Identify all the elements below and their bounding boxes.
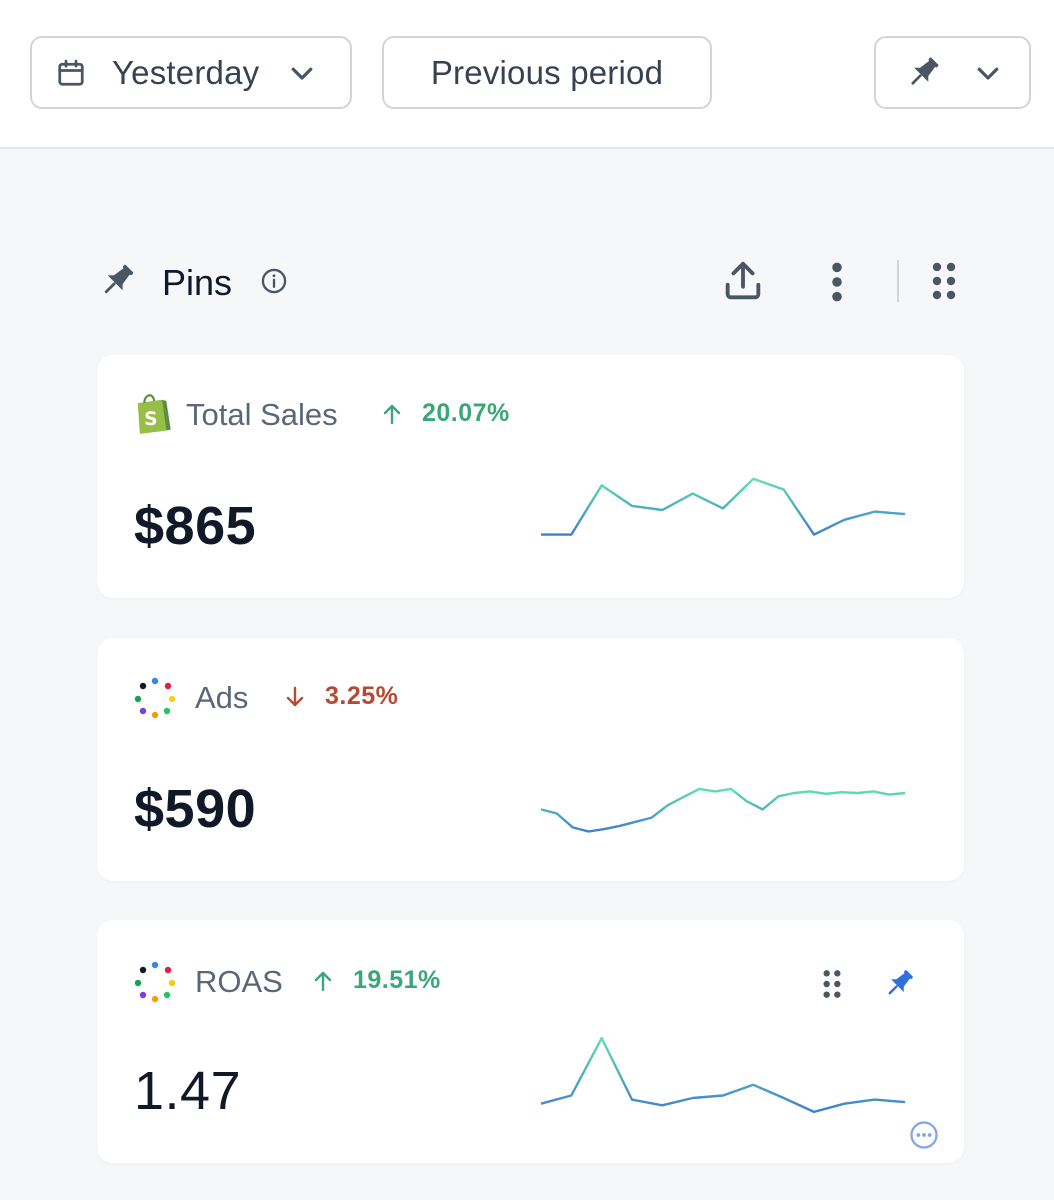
calendar-icon <box>58 59 84 86</box>
change-indicator: 19.51% <box>311 966 441 995</box>
unpin-icon[interactable] <box>881 966 917 1002</box>
more-horizontal-icon[interactable] <box>909 1120 939 1150</box>
pins-title: Pins <box>162 262 233 303</box>
change-value: 20.07% <box>422 399 510 427</box>
date-range-dropdown[interactable]: Yesterday <box>30 36 352 109</box>
info-icon[interactable] <box>260 267 288 295</box>
toolbar: Yesterday Previous period <box>0 0 1054 149</box>
sparkline-chart <box>540 1036 906 1114</box>
pin-icon <box>104 264 134 294</box>
comparison-period-label: Previous period <box>430 53 664 91</box>
sparkline-chart <box>540 787 906 833</box>
pin-menu-dropdown[interactable] <box>874 36 1031 109</box>
shopify-icon: S <box>137 394 171 434</box>
metric-card-total-sales[interactable]: S Total Sales 20.07% $865 <box>97 355 964 598</box>
change-value: 19.51% <box>353 966 441 994</box>
drag-handle-icon[interactable] <box>930 260 958 302</box>
metric-value: $865 <box>134 496 257 556</box>
chevron-down-icon <box>291 67 313 80</box>
toolbar-divider <box>897 260 899 302</box>
card-title: Ads <box>195 680 249 715</box>
more-vertical-icon[interactable] <box>825 260 849 304</box>
arrow-down-icon <box>286 686 304 706</box>
metric-card-roas[interactable]: ROAS 19.51% 1.47 <box>97 920 964 1163</box>
pins-header: Pins <box>96 250 966 314</box>
card-title: Total Sales <box>186 397 338 432</box>
metric-card-ads[interactable]: Ads 3.25% $590 <box>97 638 964 881</box>
metric-value: 1.47 <box>134 1061 242 1121</box>
share-icon[interactable] <box>720 258 766 304</box>
date-range-label: Yesterday <box>112 53 260 91</box>
pin-icon <box>910 57 938 85</box>
comparison-period-button[interactable]: Previous period <box>382 36 712 109</box>
change-value: 3.25% <box>325 682 399 710</box>
sparkline-series <box>541 477 906 536</box>
svg-text:S: S <box>144 409 157 430</box>
change-indicator: 20.07% <box>380 399 510 428</box>
dots-ring-icon <box>134 677 176 719</box>
arrow-up-icon <box>314 971 332 991</box>
arrow-up-icon <box>383 404 401 424</box>
drag-handle-icon[interactable] <box>821 968 843 1000</box>
metric-value: $590 <box>134 779 257 839</box>
sparkline-series <box>540 787 906 833</box>
chevron-down-icon <box>977 67 998 80</box>
card-title: ROAS <box>195 964 283 999</box>
change-indicator: 3.25% <box>283 682 398 711</box>
sparkline-series <box>540 1036 906 1114</box>
sparkline-chart <box>541 477 906 536</box>
dots-ring-icon <box>134 961 176 1003</box>
